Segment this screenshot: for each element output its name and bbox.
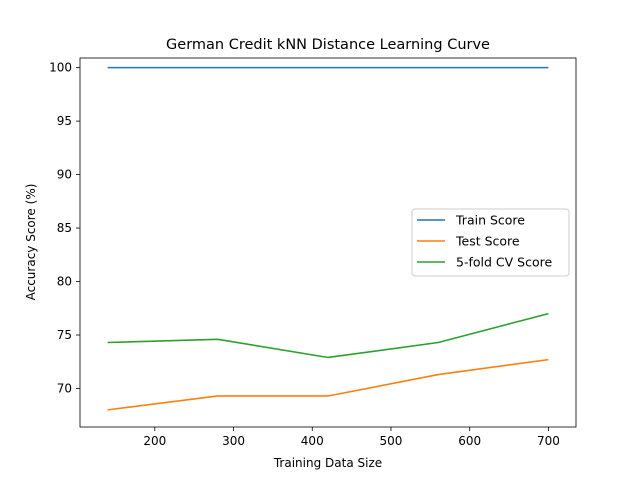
legend-label: 5-fold CV Score (456, 255, 552, 270)
x-tick-label: 500 (380, 434, 403, 448)
legend-box (411, 208, 570, 277)
x-tick-label: 300 (222, 434, 245, 448)
series-lines (107, 66, 549, 411)
plot-area (79, 57, 577, 428)
y-tick-label: 80 (57, 275, 72, 289)
x-axis: 200 300 400 500 600 700 (143, 427, 560, 448)
x-axis-label: Training Data Size (273, 456, 382, 470)
y-tick-label: 85 (57, 221, 72, 235)
y-tick-label: 70 (57, 381, 72, 395)
y-axis: 70 75 80 85 90 95 100 (49, 61, 80, 395)
plot-frame (79, 57, 577, 428)
x-tick-label: 200 (143, 434, 166, 448)
legend: Train Score Test Score 5-fold CV Score (411, 208, 570, 277)
y-tick-label: 95 (57, 114, 72, 128)
y-tick-label: 100 (49, 61, 72, 75)
x-tick-label: 700 (537, 434, 560, 448)
series-line-2 (107, 358, 549, 411)
y-tick-label: 75 (57, 328, 72, 342)
chart-title: German Credit kNN Distance Learning Curv… (166, 37, 490, 53)
y-axis-label: Accuracy Score (%) (24, 184, 38, 301)
legend-label: Test Score (455, 234, 520, 249)
x-tick-label: 600 (458, 434, 481, 448)
x-tick-label: 400 (301, 434, 324, 448)
y-tick-label: 90 (57, 168, 72, 182)
series-line-3 (107, 312, 549, 359)
legend-label: Train Score (455, 213, 525, 228)
